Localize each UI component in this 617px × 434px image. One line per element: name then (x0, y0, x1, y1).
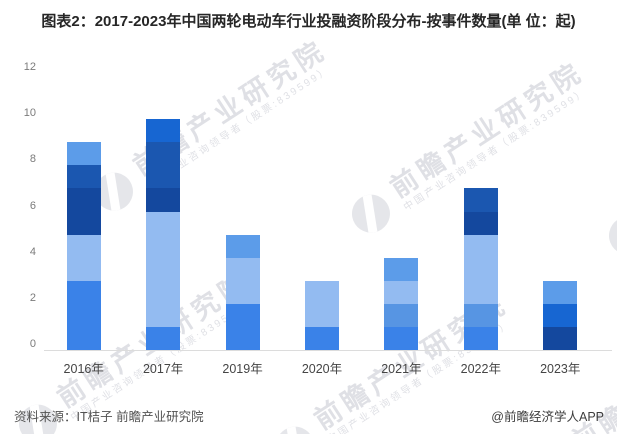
category-slot (441, 73, 520, 350)
x-axis-label: 2017年 (142, 362, 184, 376)
bar-segment-series-1 (146, 326, 181, 350)
x-axis-label: 2022年 (460, 362, 501, 376)
bar-segment-series-7 (225, 234, 260, 258)
y-axis-tick-label: 8 (29, 153, 36, 166)
x-axis-label: 2016年 (63, 362, 104, 376)
bar-segment-series-1 (225, 303, 260, 350)
y-axis: 0 2 4 6 8 10 12 (0, 61, 38, 350)
bar-segment-series-5 (146, 142, 181, 189)
bar-segment-series-4 (146, 188, 181, 212)
bar-2021年 (384, 257, 419, 350)
y-axis-tick-label: 6 (29, 199, 36, 212)
bar-segment-series-3 (384, 280, 419, 304)
bar-segment-series-1 (463, 326, 498, 350)
y-axis-tick-label: 0 (29, 338, 36, 350)
bar-segment-series-2 (384, 303, 419, 327)
y-axis-tick-label: 10 (23, 107, 36, 120)
bar-segment-series-1 (384, 326, 419, 350)
y-axis-tick-label: 4 (29, 245, 36, 258)
x-axis-baseline (44, 350, 612, 351)
globe-watermark-icon (601, 209, 617, 262)
bar-segment-series-7 (543, 280, 578, 304)
x-axis-label: 2023年 (540, 362, 581, 376)
app-credit: @前瞻经济学人APP (491, 410, 604, 424)
bar-segment-series-5 (66, 165, 101, 189)
x-axis-label: 2019年 (222, 362, 263, 376)
x-axis-label: 2020年 (301, 362, 343, 376)
x-axis-labels: 2016年 2017年 2019年 2020年 2021年 2022年 2023年 (44, 358, 600, 377)
bar-2020年 (304, 280, 339, 350)
category-slot (203, 73, 282, 350)
plot-area (44, 73, 600, 350)
bar-segment-series-7 (384, 257, 419, 281)
globe-watermark-icon (268, 419, 322, 434)
bar-2017年 (146, 119, 181, 350)
bar-segment-series-3 (146, 211, 181, 327)
category-slot (362, 73, 441, 350)
bar-segment-series-3 (304, 280, 339, 327)
bar-2016年 (66, 142, 101, 350)
bar-segment-series-2 (463, 303, 498, 327)
bar-segment-series-3 (463, 234, 498, 304)
bar-segment-series-3 (66, 234, 101, 281)
category-slot (282, 73, 361, 350)
bar-segment-series-3 (225, 257, 260, 304)
y-axis-tick-label: 2 (29, 291, 36, 304)
page-title: 图表2：2017-2023年中国两轮电动车行业投融资阶段分布-按事件数量(单 位… (41, 13, 576, 30)
bar-segment-series-6 (146, 119, 181, 143)
category-slot (44, 73, 123, 350)
bar-segment-series-5 (463, 188, 498, 212)
category-slot (521, 73, 600, 350)
category-slot (123, 73, 202, 350)
bars-container (44, 73, 600, 350)
bar-segment-series-6 (543, 303, 578, 327)
x-axis-label: 2021年 (381, 362, 422, 376)
bar-segment-series-1 (66, 280, 101, 350)
source-note: 资料来源：IT桔子 前瞻产业研究院 (14, 410, 204, 424)
bar-segment-series-4 (66, 188, 101, 235)
bar-2023年 (543, 280, 578, 350)
bar-2022年 (463, 188, 498, 350)
y-axis-tick-label: 12 (23, 61, 36, 73)
bar-2019年 (225, 234, 260, 350)
bar-segment-series-1 (304, 326, 339, 350)
bar-segment-series-4 (543, 326, 578, 350)
bar-segment-series-4 (463, 211, 498, 235)
bar-segment-series-7 (66, 142, 101, 166)
